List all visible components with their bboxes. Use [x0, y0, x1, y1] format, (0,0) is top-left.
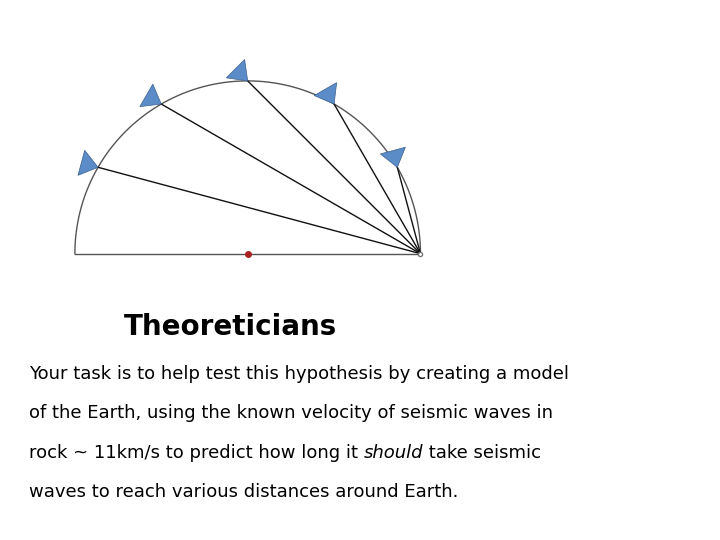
Text: should: should [364, 444, 423, 462]
Polygon shape [226, 59, 248, 81]
Text: of the Earth, using the known velocity of seismic waves in: of the Earth, using the known velocity o… [29, 404, 553, 422]
Text: rock ~ 11km/s to predict how long it: rock ~ 11km/s to predict how long it [29, 444, 364, 462]
Text: Theoreticians: Theoreticians [124, 313, 337, 341]
Polygon shape [78, 150, 98, 176]
Polygon shape [380, 147, 405, 167]
Text: Your task is to help test this hypothesis by creating a model: Your task is to help test this hypothesi… [29, 365, 569, 383]
Text: take seismic: take seismic [423, 444, 541, 462]
Polygon shape [314, 83, 337, 104]
Polygon shape [140, 84, 161, 106]
Text: waves to reach various distances around Earth.: waves to reach various distances around … [29, 483, 458, 501]
